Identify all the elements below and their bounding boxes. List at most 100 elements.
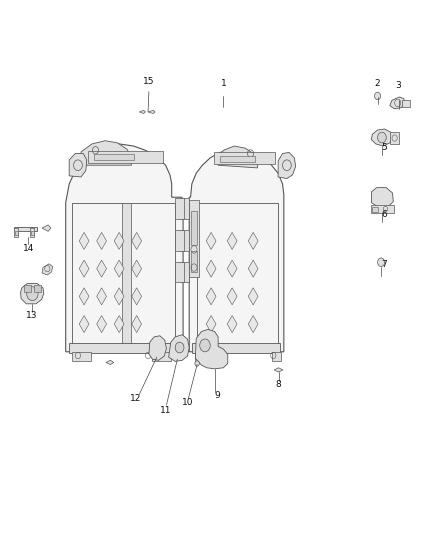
Circle shape [283, 160, 291, 171]
Polygon shape [206, 260, 216, 277]
Polygon shape [97, 232, 106, 249]
Text: 6: 6 [381, 210, 388, 219]
Bar [14, 228, 18, 237]
Bar [24, 285, 31, 292]
Polygon shape [106, 360, 114, 365]
Polygon shape [218, 146, 258, 168]
Bar [30, 228, 34, 237]
Bar [180, 230, 189, 251]
Bar [31, 231, 34, 235]
Text: 15: 15 [143, 77, 155, 85]
Circle shape [27, 287, 38, 301]
Circle shape [378, 258, 385, 266]
Polygon shape [206, 288, 216, 305]
Polygon shape [79, 232, 89, 249]
Polygon shape [21, 284, 44, 304]
Polygon shape [81, 141, 131, 165]
Bar [180, 262, 189, 282]
Bar [15, 231, 18, 235]
Polygon shape [139, 110, 145, 114]
Polygon shape [371, 188, 393, 207]
Bar [195, 352, 213, 361]
Text: 14: 14 [23, 244, 34, 253]
Bar [34, 285, 41, 292]
Circle shape [374, 92, 381, 100]
Circle shape [378, 132, 386, 143]
Polygon shape [66, 144, 183, 352]
Polygon shape [42, 264, 53, 275]
Text: 9: 9 [214, 391, 220, 400]
Bar [220, 156, 255, 162]
Polygon shape [248, 288, 258, 305]
Polygon shape [248, 316, 258, 333]
Bar [191, 211, 197, 245]
Polygon shape [132, 288, 141, 305]
Polygon shape [79, 316, 89, 333]
Polygon shape [169, 335, 189, 361]
Polygon shape [278, 152, 296, 179]
Polygon shape [248, 232, 258, 249]
Polygon shape [132, 316, 141, 333]
Polygon shape [274, 368, 283, 372]
Bar [214, 152, 275, 164]
Text: 12: 12 [130, 394, 141, 402]
Polygon shape [42, 225, 51, 231]
Bar [191, 251, 197, 272]
Polygon shape [195, 329, 228, 369]
Polygon shape [227, 232, 237, 249]
Polygon shape [227, 288, 237, 305]
Text: 8: 8 [276, 381, 282, 389]
Bar [372, 207, 378, 212]
Polygon shape [227, 316, 237, 333]
Bar [390, 132, 399, 144]
Bar [69, 343, 179, 353]
Polygon shape [114, 316, 124, 333]
Text: 10: 10 [182, 399, 193, 407]
Polygon shape [227, 260, 237, 277]
Polygon shape [79, 288, 89, 305]
Polygon shape [206, 316, 216, 333]
Bar [152, 352, 171, 361]
Polygon shape [189, 149, 284, 352]
Polygon shape [114, 288, 124, 305]
Bar [94, 154, 134, 160]
Text: 11: 11 [160, 406, 171, 415]
Bar [175, 262, 184, 282]
Text: 2: 2 [375, 79, 380, 88]
Circle shape [200, 339, 210, 352]
Bar [122, 203, 131, 352]
Bar [175, 230, 184, 251]
Polygon shape [248, 260, 258, 277]
Polygon shape [206, 232, 216, 249]
Polygon shape [97, 260, 106, 277]
Bar [175, 198, 184, 219]
Text: 7: 7 [381, 260, 388, 269]
Bar [72, 203, 175, 352]
Circle shape [195, 361, 199, 366]
Circle shape [74, 160, 82, 171]
Bar [402, 100, 410, 107]
Polygon shape [114, 260, 124, 277]
Text: 3: 3 [396, 81, 402, 90]
Polygon shape [132, 260, 141, 277]
Polygon shape [69, 154, 87, 177]
Bar [272, 352, 281, 361]
Bar [14, 227, 37, 231]
Bar [189, 200, 199, 277]
Bar [72, 352, 91, 361]
Bar [88, 151, 163, 163]
Polygon shape [114, 232, 124, 249]
Circle shape [175, 342, 184, 353]
Bar [192, 343, 280, 353]
Polygon shape [132, 232, 141, 249]
Text: 1: 1 [220, 79, 226, 88]
Polygon shape [79, 260, 89, 277]
Polygon shape [390, 97, 405, 109]
Polygon shape [97, 316, 106, 333]
Bar [371, 205, 394, 213]
Polygon shape [97, 288, 106, 305]
Text: 13: 13 [26, 311, 37, 320]
Text: 5: 5 [381, 143, 388, 151]
Polygon shape [371, 129, 392, 146]
Polygon shape [148, 110, 155, 114]
